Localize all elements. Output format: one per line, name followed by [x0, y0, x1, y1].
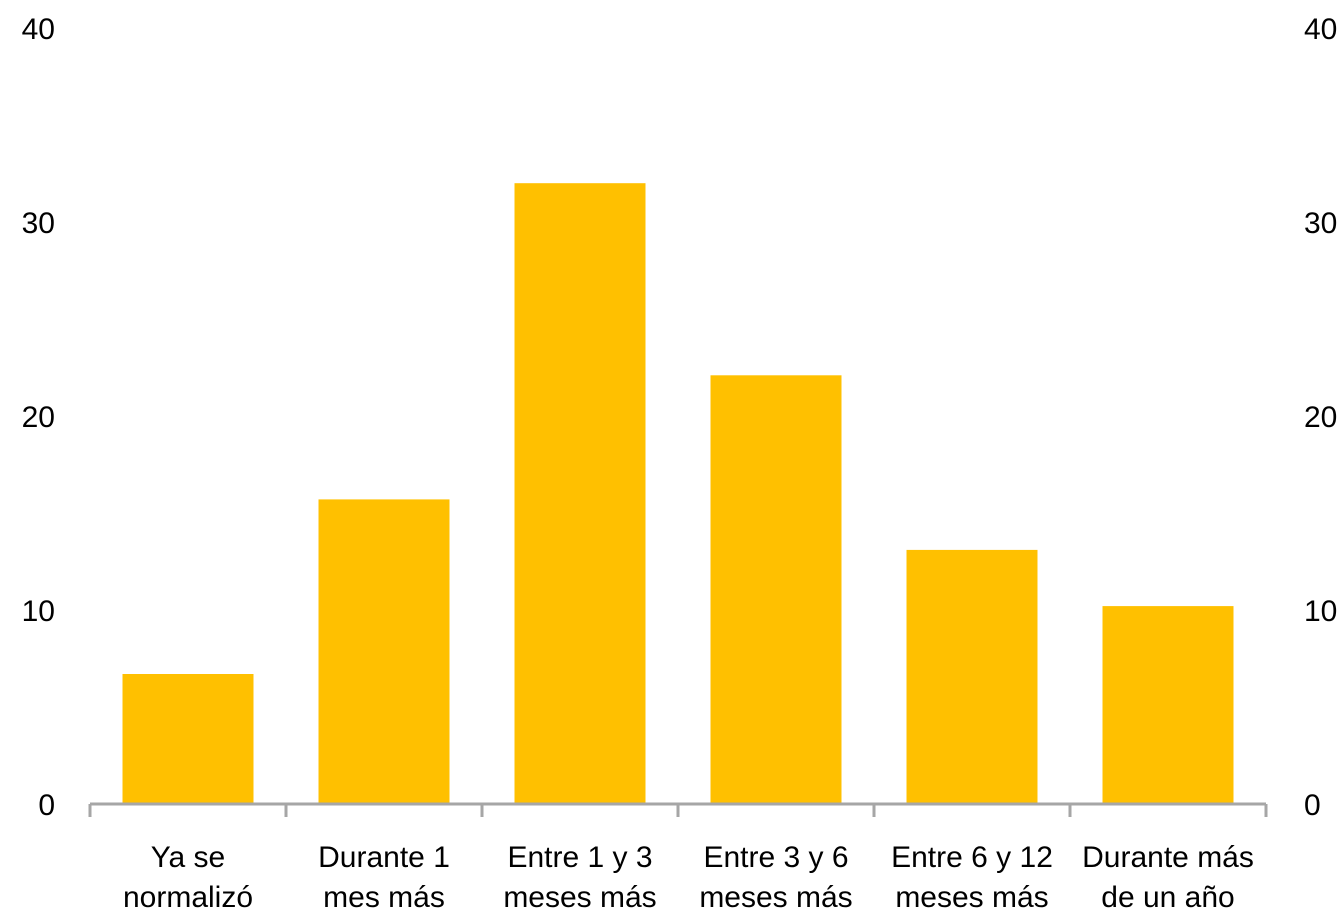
x-axis [88, 802, 1268, 817]
category-label-line: de un año [1101, 881, 1234, 913]
y-tick-label-left: 40 [22, 13, 55, 46]
category-label: Entre 6 y 12 meses más [891, 841, 1053, 913]
y-tick-label-left: 30 [22, 207, 55, 240]
y-tick-label-left: 20 [22, 401, 55, 434]
category-labels: Ya se normalizó Durante 1 mes más Entre 1 y … [123, 841, 1254, 913]
category-label: Ya se normalizó [123, 841, 253, 913]
category-label-line: meses más [699, 881, 852, 913]
category-label: Durante más de un año [1082, 841, 1254, 913]
y-tick-label-right: 0 [1304, 789, 1321, 822]
bar-6 [1102, 606, 1234, 804]
category-label-line: meses más [503, 881, 656, 913]
category-label: Durante 1 mes más [318, 841, 450, 913]
y-tick-label-left: 0 [38, 789, 55, 822]
bars-group [122, 183, 1234, 804]
y-tick-label-right: 40 [1304, 13, 1337, 46]
category-label-line: Ya se [151, 841, 226, 874]
y-axis-right-ticks: 0 10 20 30 40 [1304, 13, 1337, 822]
category-label-line: Durante 1 [318, 841, 450, 874]
y-tick-label-right: 20 [1304, 401, 1337, 434]
y-axis-left-ticks: 0 10 20 30 40 [22, 13, 55, 822]
category-label-line: mes más [323, 881, 445, 913]
category-label-line: normalizó [123, 881, 253, 913]
bar-5 [906, 549, 1038, 804]
category-label-line: Entre 1 y 3 [507, 841, 652, 874]
y-tick-label-right: 30 [1304, 207, 1337, 240]
category-label-line: Durante más [1082, 841, 1254, 874]
bar-4 [710, 375, 842, 804]
category-label-line: meses más [895, 881, 1048, 913]
bar-2 [318, 499, 450, 804]
category-label-line: Entre 6 y 12 [891, 841, 1053, 874]
bar-1 [122, 674, 254, 804]
y-tick-label-right: 10 [1304, 595, 1337, 628]
bar-3 [514, 183, 646, 804]
category-label-line: Entre 3 y 6 [703, 841, 848, 874]
category-label: Entre 3 y 6 meses más [699, 841, 852, 913]
y-tick-label-left: 10 [22, 595, 55, 628]
category-label: Entre 1 y 3 meses más [503, 841, 656, 913]
